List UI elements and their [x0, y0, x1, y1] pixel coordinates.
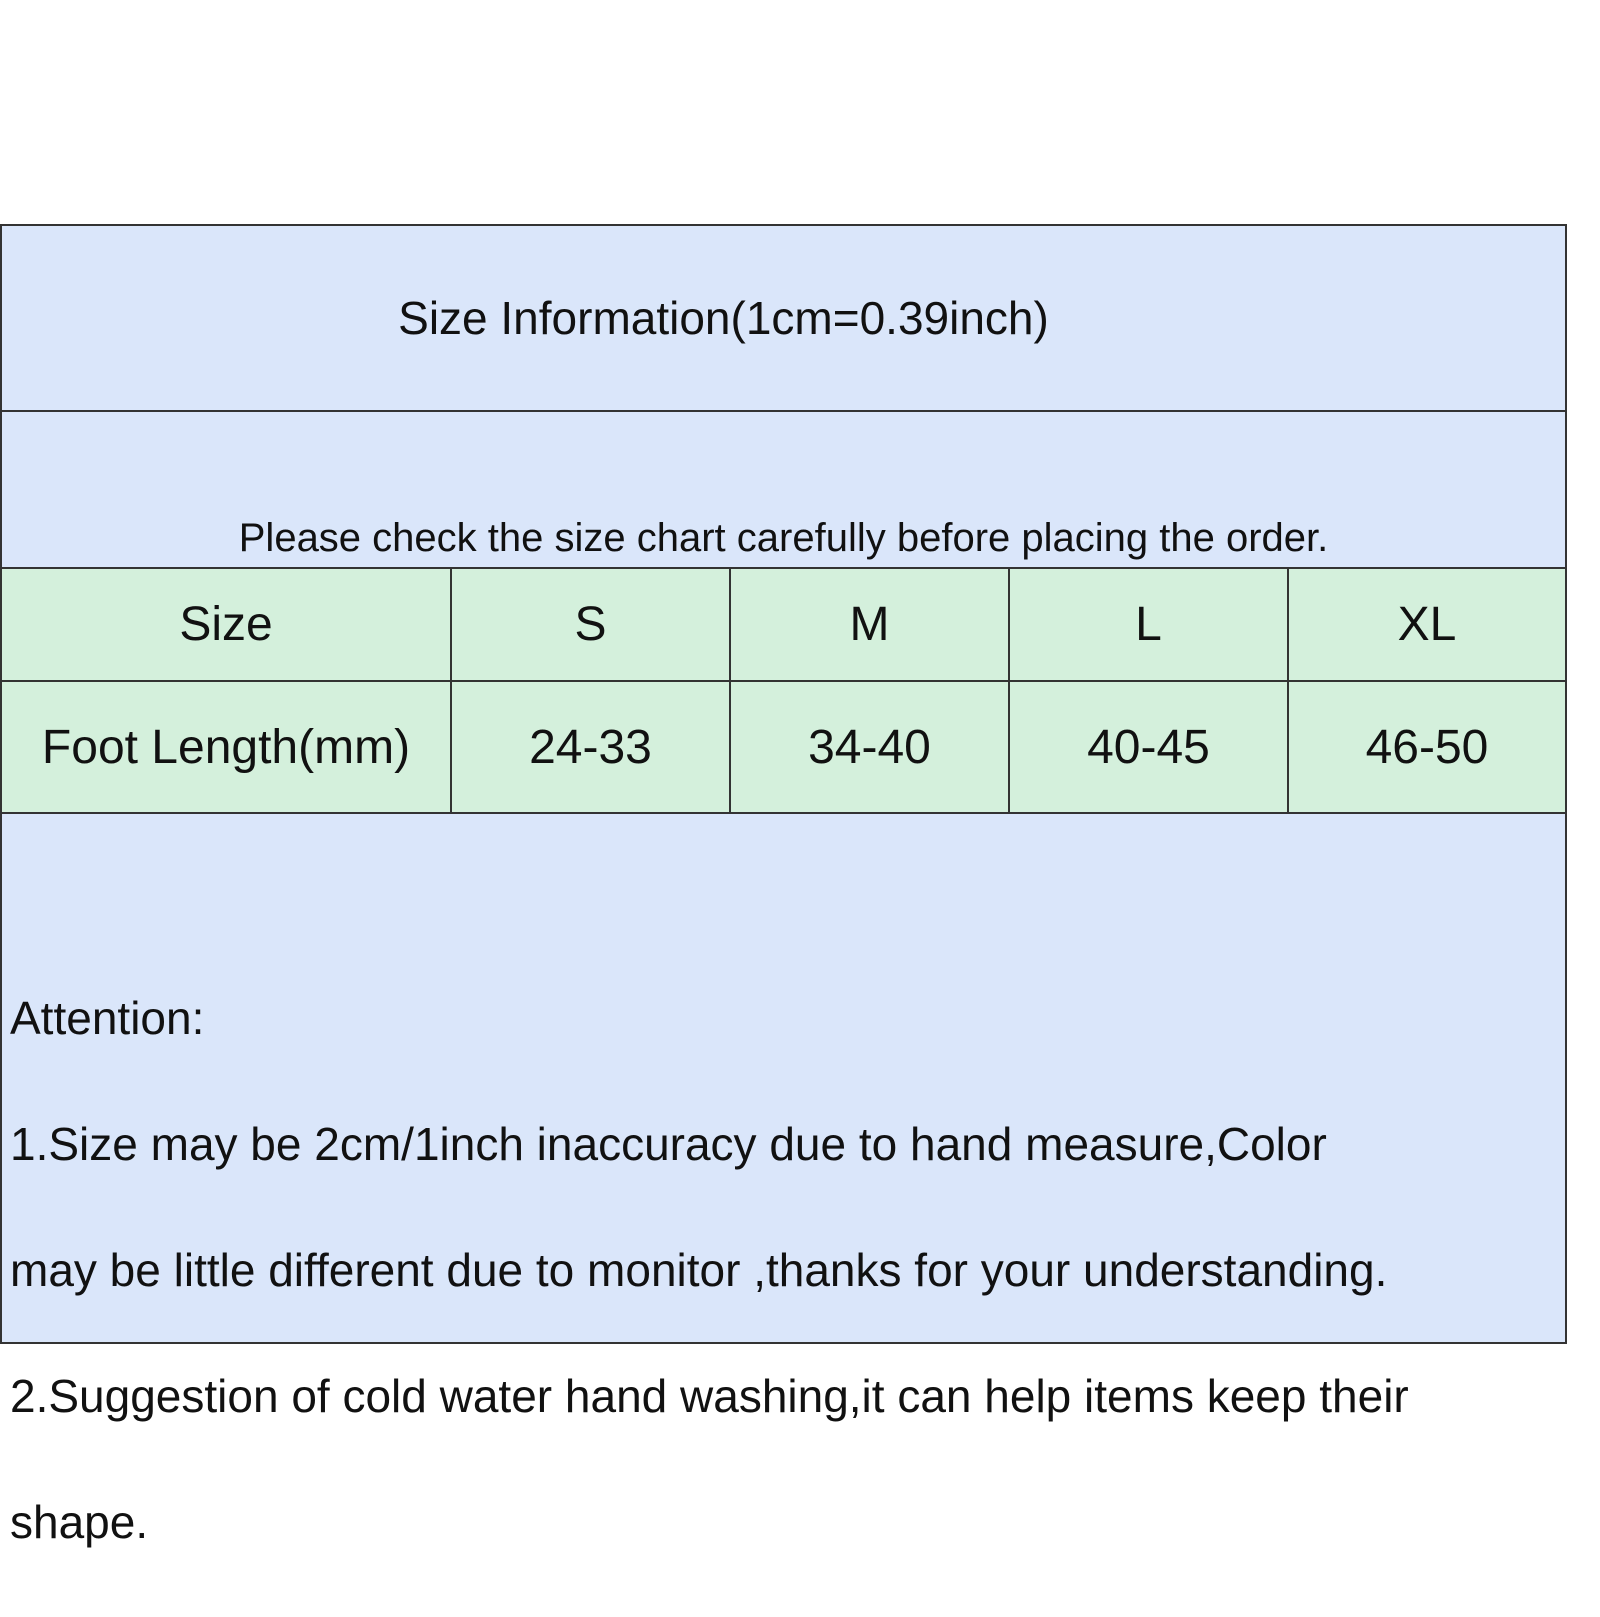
- cell-m-value: 34-40: [729, 680, 1010, 814]
- header-cell-l: L: [1008, 567, 1289, 682]
- attention-line: 1.Size may be 2cm/1inch inaccuracy due t…: [10, 1118, 1327, 1170]
- attention-line: 2.Suggestion of cold water hand washing,…: [10, 1370, 1409, 1422]
- attention-line: may be little different due to monitor ,…: [10, 1244, 1388, 1296]
- cell-xl-value: 46-50: [1287, 680, 1567, 814]
- attention-heading: Attention:: [10, 992, 205, 1044]
- cell-s-value: 24-33: [450, 680, 731, 814]
- size-info-title: Size Information(1cm=0.39inch): [0, 224, 1567, 412]
- size-chart-note: Please check the size chart carefully be…: [0, 410, 1567, 569]
- header-cell-size: Size: [0, 567, 452, 682]
- header-cell-xl: XL: [1287, 567, 1567, 682]
- attention-section: Attention: 1.Size may be 2cm/1inch inacc…: [0, 812, 1567, 1548]
- header-cell-s: S: [450, 567, 731, 682]
- row-label-foot-length: Foot Length(mm): [0, 680, 452, 814]
- attention-line: shape.: [10, 1496, 149, 1548]
- header-cell-m: M: [729, 567, 1010, 682]
- cell-l-value: 40-45: [1008, 680, 1289, 814]
